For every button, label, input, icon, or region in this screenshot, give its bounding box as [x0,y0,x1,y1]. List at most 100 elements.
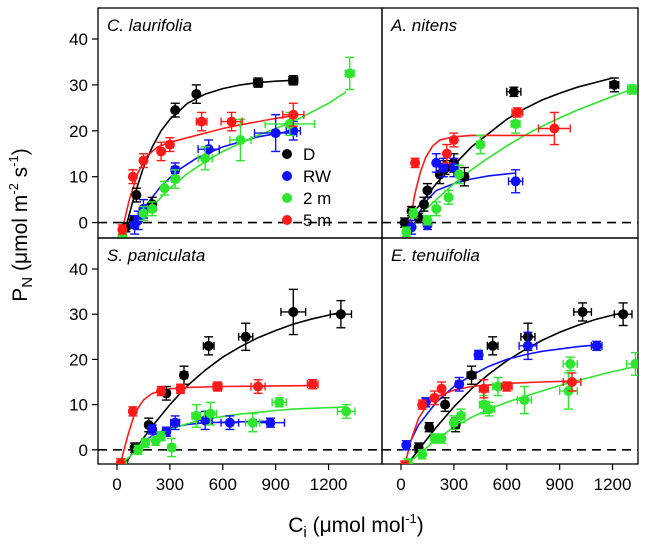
data-point-rw [147,424,158,435]
fit-curve-5-m [404,380,573,464]
x-tick-label: 300 [156,475,184,494]
data-point-5-m [410,157,421,169]
data-point-d [399,217,410,228]
y-tick-label: 40 [69,30,88,49]
data-marker-d [178,370,189,381]
data-point-rw [431,153,442,173]
data-marker-2-m [443,192,454,203]
panel-a-nitens: A. nitens [381,7,639,239]
data-marker-5-m [512,107,523,118]
data-marker-2-m [156,431,167,442]
data-marker-5-m [448,134,459,145]
data-marker-2-m [341,406,352,417]
x-tick-label: 0 [396,475,405,494]
fit-curve-rw [405,344,597,451]
data-marker-2-m [344,68,355,79]
data-point-d [202,336,215,356]
data-point-d [440,397,451,413]
data-marker-5-m [212,381,223,392]
data-point-2-m [625,351,638,376]
data-marker-rw [454,379,465,390]
data-point-d [237,322,254,352]
data-point-5-m [115,458,126,464]
data-point-5-m [562,372,582,392]
data-point-5-m [399,460,410,464]
data-point-2-m [443,189,454,205]
data-point-2-m [626,84,638,95]
data-marker-d [508,86,519,97]
data-point-2-m [408,208,419,219]
data-marker-d [418,199,429,210]
data-marker-d [191,89,202,100]
data-marker-5-m [156,386,167,397]
data-marker-5-m [253,381,264,392]
data-point-d [131,187,142,203]
data-point-d [506,86,522,98]
legend-label: 5 m [303,211,331,230]
data-marker-2-m [170,173,181,184]
data-point-2-m [431,201,442,217]
data-point-d [288,75,299,86]
data-point-rw [454,376,465,392]
data-marker-5-m [567,377,578,387]
data-marker-2-m [235,134,246,145]
data-marker-5-m [115,458,126,464]
fit-curve-d [406,312,624,464]
data-marker-d [170,105,181,116]
data-marker-2-m [274,397,285,408]
plot-area-c-laurifolia [98,56,382,238]
legend-marker-d [282,149,292,159]
y-tick-label: 0 [79,441,88,460]
data-marker-2-m [484,404,495,415]
data-point-rw [518,331,538,361]
data-marker-2-m [133,444,144,455]
data-point-5-m [156,385,167,397]
data-marker-2-m [205,408,216,419]
fit-curve-d [124,311,342,464]
data-point-5-m [175,383,186,394]
data-point-5-m [436,381,447,397]
data-marker-d [577,306,588,317]
data-marker-2-m [626,84,637,95]
legend: D RW 2 m 5 m [282,145,331,230]
data-point-2-m [436,433,447,444]
data-marker-2-m [475,139,486,150]
legend-item-d: D [282,145,315,164]
panel-frame-e-tenuifolia [381,237,639,465]
data-point-5-m [478,379,489,399]
data-point-2-m [203,401,218,426]
data-point-d [178,365,189,385]
legend-marker-5-m [282,215,292,225]
x-tick-label: 900 [545,475,573,494]
data-point-2-m [244,412,261,433]
data-point-2-m [483,401,496,417]
data-marker-2-m [138,208,149,219]
data-marker-5-m [417,399,428,410]
data-marker-2-m [429,433,440,444]
data-point-5-m [127,406,138,417]
data-point-5-m [220,111,243,132]
data-point-rw [590,340,603,352]
y-tick-label: 40 [69,260,88,279]
data-point-5-m [417,399,428,410]
data-point-2-m [455,408,466,424]
data-point-2-m [401,226,412,238]
data-marker-5-m [175,383,186,394]
data-point-2-m [562,356,578,372]
data-marker-2-m [159,183,170,194]
data-marker-2-m [140,438,151,449]
data-marker-5-m [156,146,167,157]
y-tick-label: 20 [69,122,88,141]
legend-item-2-m: 2 m [282,189,331,208]
plot-area-e-tenuifolia [382,302,638,464]
data-marker-d [466,370,477,381]
data-point-2-m [417,449,428,460]
data-marker-2-m [200,153,211,164]
data-marker-5-m [226,116,237,127]
data-marker-d [288,306,299,317]
data-point-5-m [127,169,138,185]
data-point-2-m [429,433,440,444]
data-marker-rw [431,157,442,168]
data-point-2-m [191,403,202,428]
data-marker-2-m [431,203,442,214]
